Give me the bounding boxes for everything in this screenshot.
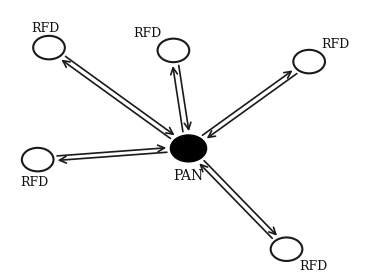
Text: RFD: RFD [322, 38, 349, 51]
Text: PAN: PAN [173, 169, 204, 183]
Text: RFD: RFD [133, 27, 161, 40]
Circle shape [170, 135, 207, 162]
Text: RFD: RFD [20, 176, 48, 188]
Text: RFD: RFD [31, 22, 59, 34]
Text: RFD: RFD [299, 260, 327, 272]
